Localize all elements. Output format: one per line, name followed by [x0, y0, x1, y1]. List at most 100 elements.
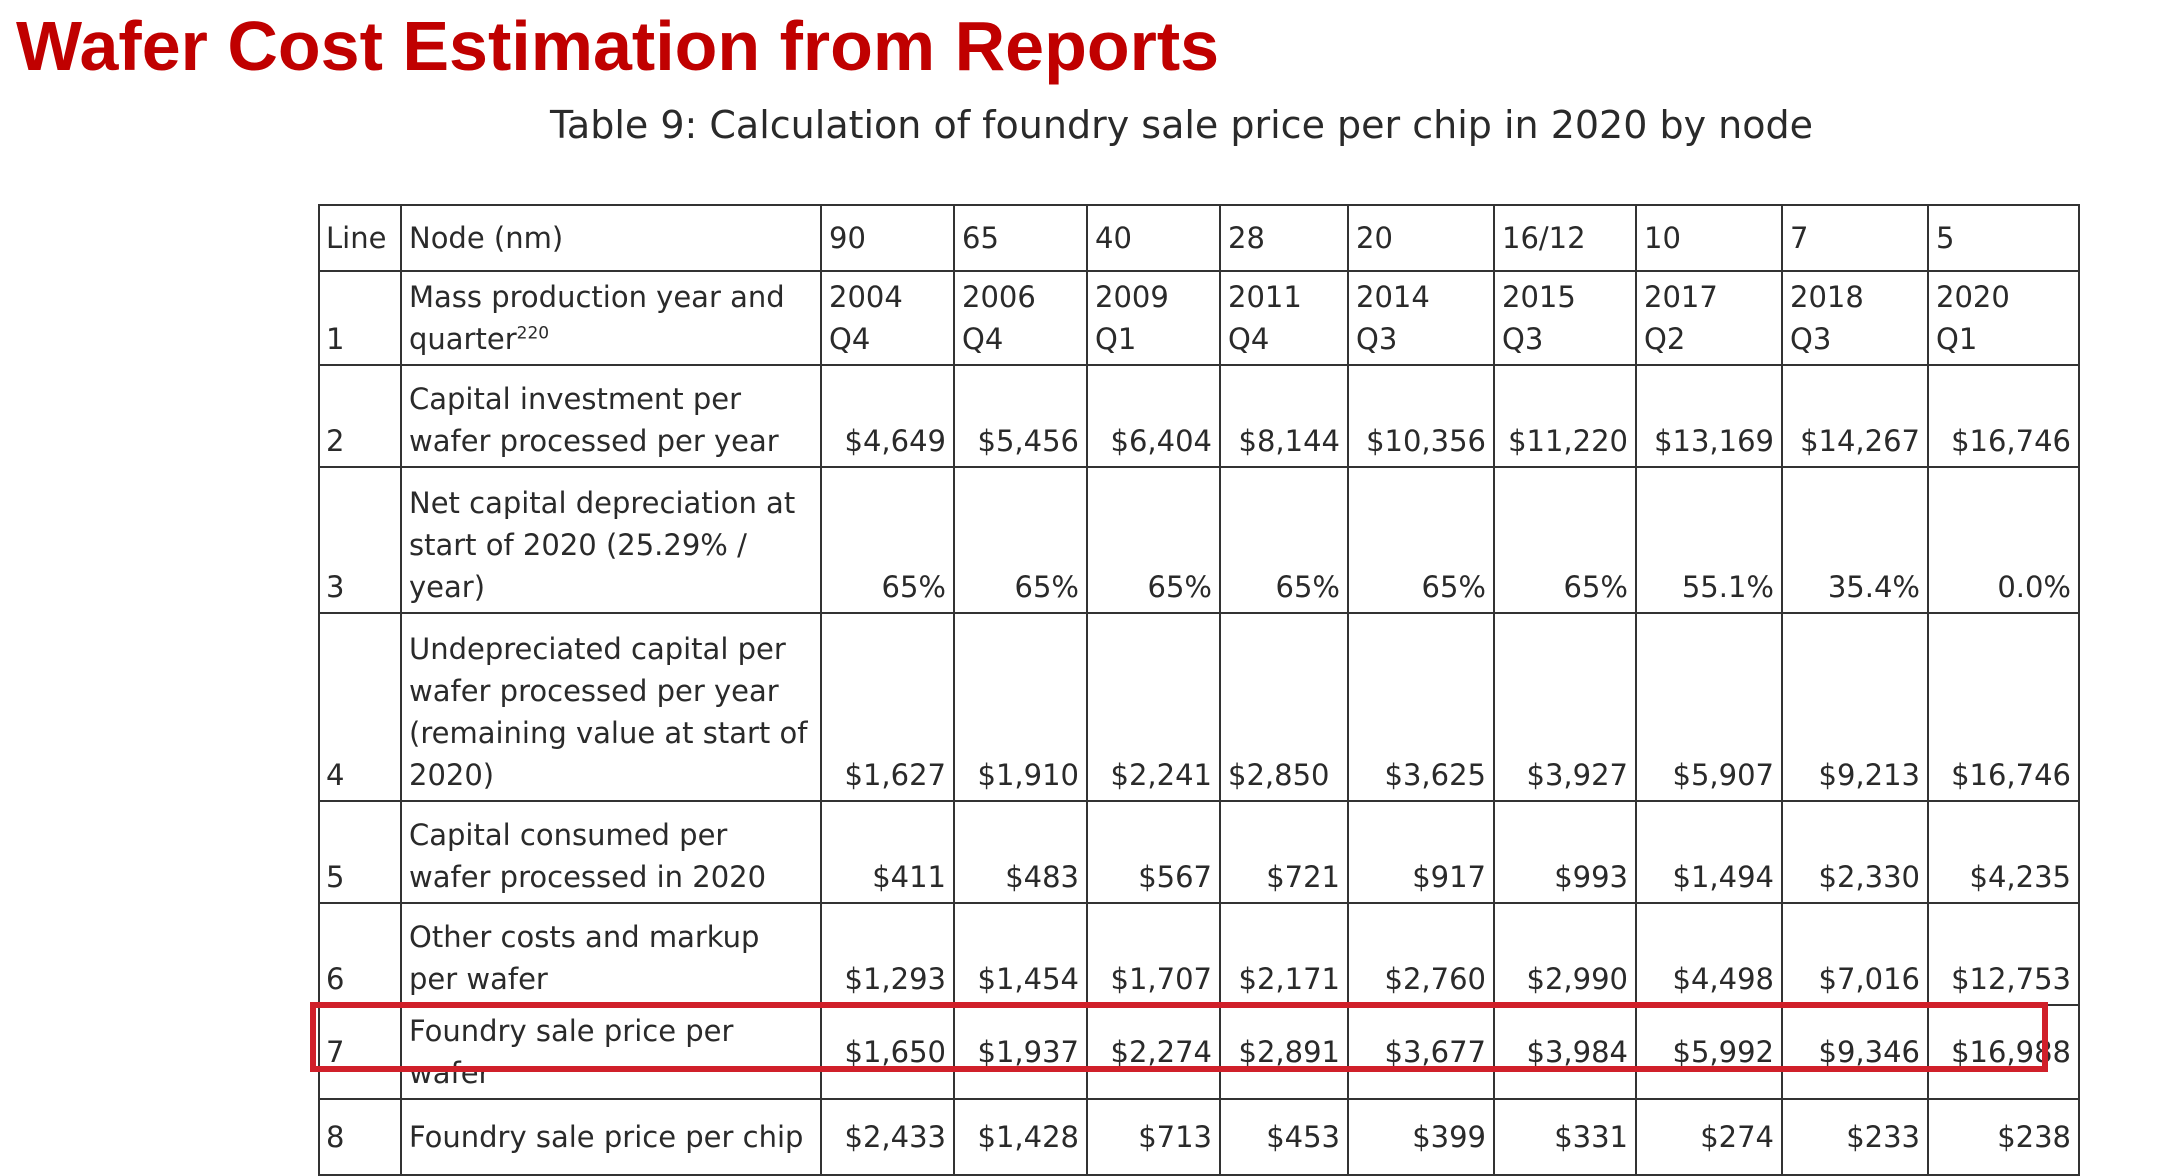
value-cell: $2,330 [1781, 800, 1929, 904]
row-label: Foundry sale price per wafer [400, 1004, 822, 1100]
line-number: 1 [318, 270, 402, 366]
value-cell: $9,213 [1781, 612, 1929, 802]
row-label: Capital consumed per wafer processed in … [400, 800, 822, 904]
slide-title: Wafer Cost Estimation from Reports [16, 7, 1220, 85]
value-cell: $2,433 [820, 1098, 955, 1176]
value-cell: 65% [820, 466, 955, 614]
year-quarter-cell: 2004 Q4 [820, 270, 955, 366]
line-number: 5 [318, 800, 402, 904]
value-cell: $16,746 [1927, 612, 2080, 802]
value-cell: $5,456 [953, 364, 1088, 468]
value-cell: $453 [1219, 1098, 1349, 1176]
value-cell: $3,625 [1347, 612, 1495, 802]
year: 2004 [829, 280, 903, 314]
year: 2011 [1228, 280, 1302, 314]
value-cell: $2,171 [1219, 902, 1349, 1006]
quarter: Q1 [1936, 322, 1978, 356]
value-cell: $917 [1347, 800, 1495, 904]
value-cell: $483 [953, 800, 1088, 904]
value-cell: $6,404 [1086, 364, 1221, 468]
value-cell: $5,907 [1635, 612, 1783, 802]
year-quarter-cell: 2020 Q1 [1927, 270, 2080, 366]
table-row: 4 Undepreciated capital per wafer proces… [318, 612, 2080, 802]
value-cell: $16,988 [1927, 1004, 2080, 1100]
value-cell: $1,910 [953, 612, 1088, 802]
year-quarter-cell: 2009 Q1 [1086, 270, 1221, 366]
quarter: Q3 [1356, 322, 1398, 356]
value-cell: 0.0% [1927, 466, 2080, 614]
year-quarter-cell: 2018 Q3 [1781, 270, 1929, 366]
year: 2009 [1095, 280, 1169, 314]
header-node: 40 [1086, 204, 1221, 272]
value-cell: $1,650 [820, 1004, 955, 1100]
header-node: 7 [1781, 204, 1929, 272]
line-number: 4 [318, 612, 402, 802]
value-cell: $11,220 [1493, 364, 1637, 468]
value-cell: $3,677 [1347, 1004, 1495, 1100]
header-node: 20 [1347, 204, 1495, 272]
quarter: Q1 [1095, 322, 1137, 356]
value-cell: 65% [1493, 466, 1637, 614]
table-row: 1 Mass production year and quarter220 20… [318, 270, 2080, 366]
value-cell: 65% [1347, 466, 1495, 614]
value-cell: $2,891 [1219, 1004, 1349, 1100]
value-cell: $7,016 [1781, 902, 1929, 1006]
cost-table: Line Node (nm) 90 65 40 28 20 16/12 10 7… [318, 204, 2080, 1176]
value-cell: $2,990 [1493, 902, 1637, 1006]
value-cell: 55.1% [1635, 466, 1783, 614]
line-number: 3 [318, 466, 402, 614]
row-label: Mass production year and quarter220 [400, 270, 822, 366]
value-cell: $411 [820, 800, 955, 904]
value-cell: 65% [953, 466, 1088, 614]
value-cell: $10,356 [1347, 364, 1495, 468]
value-cell: $2,760 [1347, 902, 1495, 1006]
quarter: Q4 [1228, 322, 1270, 356]
table-row-highlighted: 7 Foundry sale price per wafer $1,650 $1… [318, 1004, 2080, 1100]
value-cell: $233 [1781, 1098, 1929, 1176]
value-cell: 35.4% [1781, 466, 1929, 614]
header-line: Line [318, 204, 402, 272]
year-quarter-cell: 2006 Q4 [953, 270, 1088, 366]
header-node: 10 [1635, 204, 1783, 272]
row-label: Capital investment per wafer processed p… [400, 364, 822, 468]
table-row: 3 Net capital depreciation at start of 2… [318, 466, 2080, 614]
value-cell: $4,235 [1927, 800, 2080, 904]
year: 2014 [1356, 280, 1430, 314]
value-cell: $5,992 [1635, 1004, 1783, 1100]
year: 2020 [1936, 280, 2010, 314]
value-cell: $238 [1927, 1098, 2080, 1176]
value-cell: $1,627 [820, 612, 955, 802]
header-node-label: Node (nm) [400, 204, 822, 272]
header-row: Line Node (nm) 90 65 40 28 20 16/12 10 7… [318, 204, 2080, 272]
value-cell: $16,746 [1927, 364, 2080, 468]
value-cell: $274 [1635, 1098, 1783, 1176]
header-node: 16/12 [1493, 204, 1637, 272]
value-cell: $13,169 [1635, 364, 1783, 468]
year-quarter-cell: 2015 Q3 [1493, 270, 1637, 366]
quarter: Q3 [1502, 322, 1544, 356]
value-cell: $1,707 [1086, 902, 1221, 1006]
row-label: Undepreciated capital per wafer processe… [400, 612, 822, 802]
value-cell: 65% [1086, 466, 1221, 614]
value-cell: $2,241 [1086, 612, 1221, 802]
line-number: 2 [318, 364, 402, 468]
value-cell: $1,428 [953, 1098, 1088, 1176]
value-cell: $721 [1219, 800, 1349, 904]
value-cell: $1,454 [953, 902, 1088, 1006]
quarter: Q2 [1644, 322, 1686, 356]
value-cell: $14,267 [1781, 364, 1929, 468]
line-number: 8 [318, 1098, 402, 1176]
table-row: 2 Capital investment per wafer processed… [318, 364, 2080, 468]
row-label: Foundry sale price per chip [400, 1098, 822, 1176]
header-node: 28 [1219, 204, 1349, 272]
value-cell: $2,850 [1219, 612, 1349, 802]
value-cell: $4,498 [1635, 902, 1783, 1006]
line-number: 7 [318, 1004, 402, 1100]
table-row: 5 Capital consumed per wafer processed i… [318, 800, 2080, 904]
line-number: 6 [318, 902, 402, 1006]
footnote-ref: 220 [516, 323, 550, 344]
value-cell: $3,927 [1493, 612, 1637, 802]
header-node: 5 [1927, 204, 2080, 272]
row-label-text: Mass production year and quarter [409, 280, 785, 356]
row-label: Other costs and markup per wafer [400, 902, 822, 1006]
